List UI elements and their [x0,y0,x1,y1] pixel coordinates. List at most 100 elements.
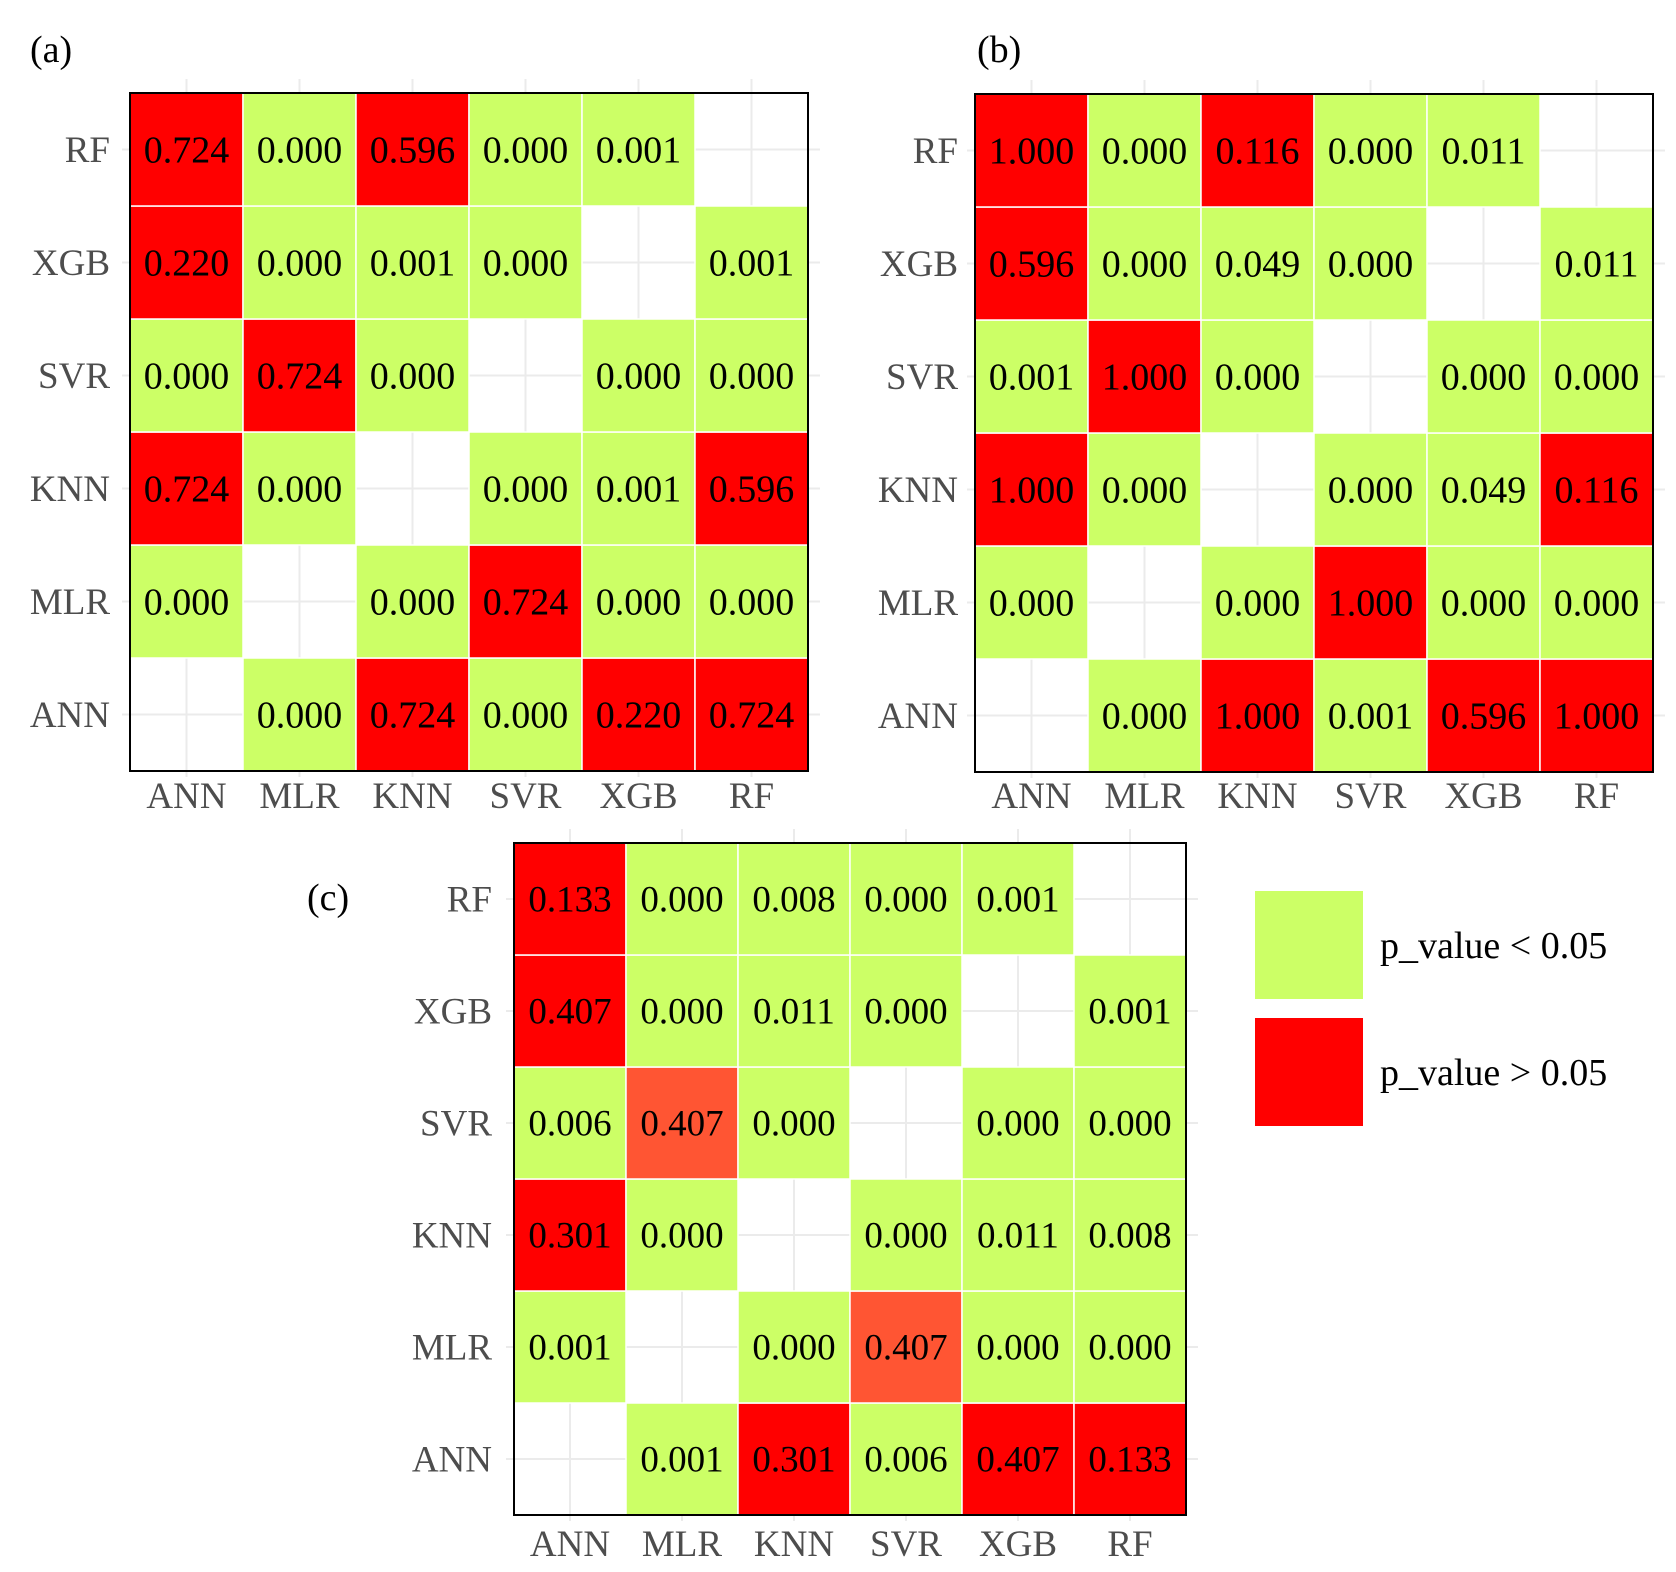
panel-c-y-tick-rf: RF [447,880,492,921]
panel-b-y-tick-mlr: MLR [878,583,959,624]
panel-c-cell-ann-rf [513,842,627,956]
panel-a-x-tick-mlr: MLR [259,776,340,817]
panel-c-x-tick-rf: RF [1107,1524,1152,1565]
legend: p_value < 0.05 p_value > 0.05 [1253,889,1607,1128]
panel-c-cell-svr-knn [849,1178,963,1292]
panel-b-cell-mlr-ann-value: 0.000 [1102,695,1188,737]
panel-a-y-tick-svr: SVR [38,356,110,397]
panel-a-cell-svr-ann [468,657,583,772]
panel-c-cell-knn-ann-value: 0.301 [752,1440,835,1481]
panel-b-cell-svr-knn-value: 0.000 [1328,469,1414,511]
panel-a-cell-xgb-rf [581,92,696,207]
panel-c-cell-rf-xgb-value: 0.001 [1088,992,1171,1033]
panel-b-cell-knn-mlr-value: 0.000 [1215,582,1301,624]
panel-c-cell-rf-knn-value: 0.008 [1088,1216,1171,1257]
panel-a-cell-knn-ann-value: 0.724 [370,694,456,736]
panel-b-cell-ann-knn-value: 1.000 [989,469,1075,511]
panel-a-cell-rf-mlr-value: 0.000 [709,581,795,623]
panel-a-cell-mlr-xgb-value: 0.000 [257,242,343,284]
panel-c-cell-knn-mlr [737,1290,851,1404]
panel-c-cell-xgb-ann-value: 0.407 [976,1440,1059,1481]
panel-a-cell-rf-xgb-value: 0.001 [709,242,795,284]
panel-a-cell-knn-mlr-value: 0.000 [370,581,456,623]
panel-b-cell-mlr-ann [1087,658,1202,773]
panel-b-cell-ann-svr [974,319,1089,434]
panel-c-cell-rf-mlr-value: 0.000 [1088,1328,1171,1369]
panel-c-cell-knn-ann [737,1402,851,1516]
panel-a-cell-xgb-svr [581,318,696,433]
panel-b-cell-svr-ann-value: 0.001 [1328,695,1414,737]
panel-b-cell-rf-svr [1539,319,1654,434]
panel-c-x-tick-knn: KNN [754,1524,834,1565]
panel-b-cell-knn-rf [1200,93,1315,208]
panel-b-cell-knn-ann-value: 1.000 [1215,695,1301,737]
panel-b-cell-rf-mlr-value: 0.000 [1554,582,1640,624]
panel-a-frame [129,92,809,772]
panel-a-cell-mlr-knn-value: 0.000 [257,468,343,510]
panel-c-cell-mlr-svr-value: 0.407 [640,1104,723,1145]
panel-a-cell-knn-rf-value: 0.596 [370,129,456,171]
panel-b-x-tick-knn: KNN [1217,776,1297,817]
panel-b-cell-rf-svr-value: 0.000 [1554,356,1640,398]
panel-a-cell-xgb-rf-value: 0.001 [596,129,682,171]
panel-c-cell-knn-xgb-value: 0.011 [753,992,835,1033]
panel-a-cell-svr-rf-value: 0.000 [483,129,569,171]
panel-b-cell-svr-xgb-value: 0.000 [1328,243,1414,285]
panel-a-cell-knn-xgb-value: 0.001 [370,242,456,284]
panel-a-cell-mlr-ann [242,657,357,772]
panel-b-cell-mlr-knn [1087,432,1202,547]
panel-b-cell-knn-xgb-value: 0.049 [1215,243,1301,285]
panel-c-x-tick-ann: ANN [530,1524,610,1565]
panel-c-cell-xgb-ann [961,1402,1075,1516]
panel-c-cell-svr-xgb-value: 0.000 [864,992,947,1033]
panel-b-cell-mlr-xgb-value: 0.000 [1102,243,1188,285]
panel-a-cell-svr-xgb [468,205,583,320]
panel-b-x-tick-rf: RF [1574,776,1619,817]
panel-a-cell-svr-mlr-value: 0.724 [483,581,569,623]
panel-a-y-tick-xgb: XGB [32,243,110,284]
panel-c-cell-svr-rf [849,842,963,956]
panel-c-cell-xgb-rf-value: 0.001 [976,880,1059,921]
panel-c-x-tick-svr: SVR [870,1524,942,1565]
panel-b-cell-rf-xgb [1539,206,1654,321]
panel-b-cell-svr-mlr-value: 1.000 [1328,582,1414,624]
panel-c-cell-svr-xgb [849,954,963,1068]
panel-b-x-tick-svr: SVR [1335,776,1407,817]
panel-c-cell-mlr-ann-value: 0.001 [640,1440,723,1481]
panel-b-cell-svr-rf [1313,93,1428,208]
panel-a-cell-rf-ann-value: 0.724 [709,694,795,736]
panel-c-cell-svr-ann-value: 0.006 [864,1440,947,1481]
panel-a-cell-xgb-ann [581,657,696,772]
panel-a-cell-ann-knn [129,431,244,546]
panel-b-x-tick-xgb: XGB [1444,776,1522,817]
panel-c-cell-knn-mlr-value: 0.000 [752,1328,835,1369]
panel-c-cell-xgb-rf [961,842,1075,956]
panel-c-cell-rf-knn [1073,1178,1187,1292]
panel-c-cell-ann-knn-value: 0.301 [528,1216,611,1257]
panel-c-cell-xgb-mlr-value: 0.000 [976,1328,1059,1369]
panel-a: 0.000 0.724 0.000 0.220 0.724 0.000 0.000 0.724… [30,29,820,817]
legend-entry-not-significant-swatch [1253,1016,1365,1128]
panel-a-cell-mlr-rf-value: 0.000 [257,129,343,171]
panel-a-cell-mlr-ann-value: 0.000 [257,694,343,736]
panel-a-cell-ann-rf-value: 0.724 [144,129,230,171]
panel-c-y-tick-ann: ANN [412,1440,492,1481]
panel-a-cell-xgb-ann-value: 0.220 [596,694,682,736]
panel-c-cell-mlr-ann [625,1402,739,1516]
panel-a-cell-svr-mlr [468,544,583,659]
panel-b-y-tick-xgb: XGB [880,244,958,285]
panel-b-cell-rf-ann-value: 1.000 [1554,695,1640,737]
panel-b-cell-rf-knn-value: 0.116 [1554,469,1638,511]
panel-c-cell-ann-mlr [513,1290,627,1404]
panel-a-cell-xgb-mlr [581,544,696,659]
panel-b-x-tick-mlr: MLR [1104,776,1185,817]
panel-b-cell-xgb-ann-value: 0.596 [1441,695,1527,737]
panel-b-y-tick-rf: RF [913,131,958,172]
panel-c-cell-xgb-knn-value: 0.011 [977,1216,1059,1257]
panel-a-label: (a) [30,29,72,71]
panel-c-y-tick-xgb: XGB [414,992,492,1033]
panel-c-cell-knn-svr [737,1066,851,1180]
panel-b-cell-ann-xgb-value: 0.596 [989,243,1075,285]
panel-c-cell-rf-xgb [1073,954,1187,1068]
